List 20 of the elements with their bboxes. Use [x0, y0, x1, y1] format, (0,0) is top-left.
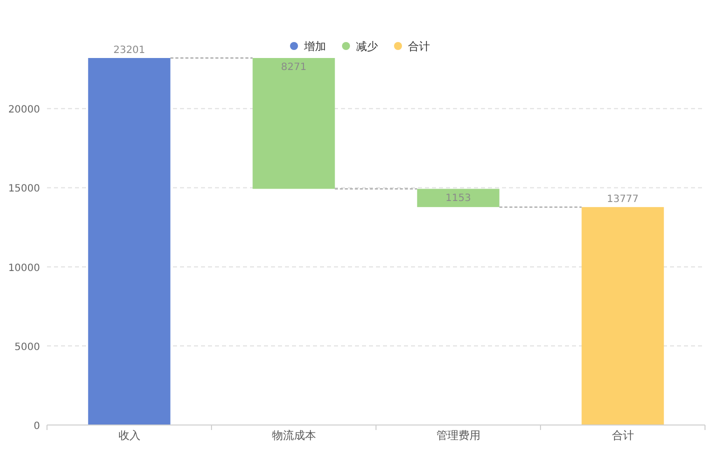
bar — [88, 58, 170, 425]
y-tick-label: 5000 — [14, 342, 40, 353]
data-label: 13777 — [606, 194, 639, 206]
legend-label: 合计 — [408, 40, 430, 53]
y-tick-label: 15000 — [8, 184, 40, 195]
bar — [582, 207, 664, 425]
bar — [417, 188, 500, 208]
data-label: 8271 — [281, 62, 306, 73]
x-tick-label: 收入 — [118, 429, 140, 442]
data-label: 23201 — [113, 45, 146, 56]
data-label: 1153 — [446, 192, 471, 204]
y-tick-label: 0 — [34, 421, 40, 432]
x-tick-label: 合计 — [612, 429, 634, 442]
y-tick-label: 10000 — [8, 262, 40, 274]
x-tick-label: 管理费用 — [436, 429, 480, 442]
x-tick-label: 物流成本 — [272, 429, 316, 442]
legend-label: 增加 — [303, 40, 326, 53]
bar — [252, 58, 335, 189]
y-tick-label: 20000 — [8, 104, 40, 116]
legend-label: 减少 — [356, 40, 378, 53]
